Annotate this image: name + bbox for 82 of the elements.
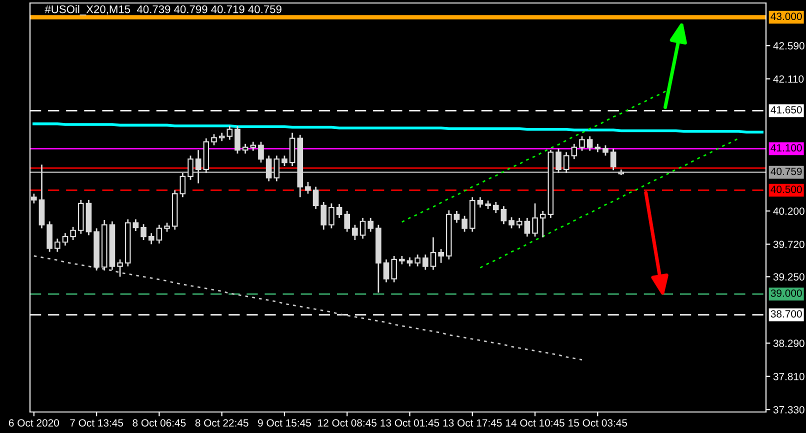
candlestick	[492, 201, 499, 214]
x-tick-label: 12 Oct 08:45	[318, 419, 376, 427]
x-tick-label: 6 Oct 2020	[8, 419, 59, 427]
candlestick	[211, 133, 217, 146]
ref-line-label: 40.759	[770, 168, 802, 176]
candlestick	[132, 218, 139, 232]
candlestick	[117, 258, 123, 278]
candlestick	[195, 149, 202, 184]
y-tick-label: 37.810	[773, 372, 804, 380]
line-series	[33, 255, 583, 360]
x-tick-label: 8 Oct 22:45	[195, 419, 248, 427]
y-tick-label: 39.250	[773, 273, 804, 281]
x-tick-label: 15 Oct 03:45	[568, 419, 628, 427]
candlestick	[46, 220, 52, 253]
y-tick-label: 42.590	[773, 42, 804, 50]
candlestick	[352, 224, 358, 241]
candlestick	[344, 210, 350, 232]
candlestick	[242, 143, 248, 154]
candlestick	[234, 125, 240, 154]
candlestick	[70, 226, 76, 241]
candlestick	[258, 141, 264, 164]
candlestick	[274, 154, 280, 182]
candlestick	[610, 148, 616, 171]
candlestick	[336, 203, 342, 219]
ref-line-label: 41.650	[770, 106, 802, 114]
y-tick-label: 39.720	[773, 240, 804, 248]
candlestick	[540, 210, 546, 238]
ref-line-label: 43.000	[770, 12, 802, 20]
candlestick	[438, 248, 444, 264]
ref-line-label: 41.100	[770, 144, 802, 152]
candlestick	[31, 193, 37, 204]
candlestick	[524, 217, 530, 238]
x-tick-label: 9 Oct 15:45	[258, 419, 311, 427]
candlestick	[156, 224, 162, 244]
candlestick	[282, 154, 288, 167]
candlestick	[180, 172, 186, 198]
candlestick	[414, 254, 420, 268]
candlestick	[477, 196, 484, 208]
line-series	[32, 122, 764, 134]
candlestick	[383, 258, 390, 283]
candlestick	[532, 202, 538, 238]
candlestick	[320, 201, 327, 230]
chart-title: #USOil_X20,M15 40.739 40.799 40.719 40.759	[44, 5, 282, 16]
ref-line-label: 38.700	[770, 310, 802, 318]
candlestick	[422, 254, 428, 271]
x-tick-label: 14 Oct 10:45	[506, 419, 564, 427]
candlestick	[508, 216, 514, 229]
candlestick	[368, 217, 374, 232]
candlestick	[586, 136, 593, 152]
candlestick	[579, 136, 585, 152]
x-tick-label: 13 Oct 17:45	[443, 419, 502, 427]
candlestick	[602, 144, 608, 156]
candlestick	[188, 154, 194, 181]
candlestick	[571, 143, 578, 160]
candlestick	[62, 232, 68, 246]
candlestick	[454, 210, 460, 224]
y-tick-label: 37.330	[773, 406, 804, 414]
candlestick	[226, 125, 233, 140]
candlestick	[430, 236, 436, 271]
candlestick	[391, 255, 397, 283]
candlestick	[462, 215, 468, 232]
candlestick	[148, 232, 154, 245]
x-tick-label: 7 Oct 13:45	[70, 419, 124, 427]
y-tick-label: 38.290	[773, 340, 804, 348]
candlestick	[360, 217, 366, 240]
candlestick	[328, 202, 334, 229]
candlestick	[266, 154, 272, 182]
ref-line-label: 39.000	[770, 289, 802, 297]
candlestick	[556, 148, 562, 174]
candlestick	[500, 205, 507, 225]
y-tick-label: 40.200	[773, 207, 804, 215]
candlestick	[516, 217, 522, 229]
y-tick-label: 42.110	[773, 75, 804, 83]
ref-line-label: 40.500	[770, 186, 802, 194]
x-tick-label: 13 Oct 01:45	[380, 419, 440, 427]
candlestick	[563, 151, 570, 174]
candlestick	[54, 238, 60, 253]
candlestick	[305, 181, 311, 194]
candlestick	[312, 186, 319, 210]
x-tick-label: 8 Oct 06:45	[132, 419, 186, 427]
candlestick	[140, 223, 146, 241]
line-series	[480, 138, 740, 268]
